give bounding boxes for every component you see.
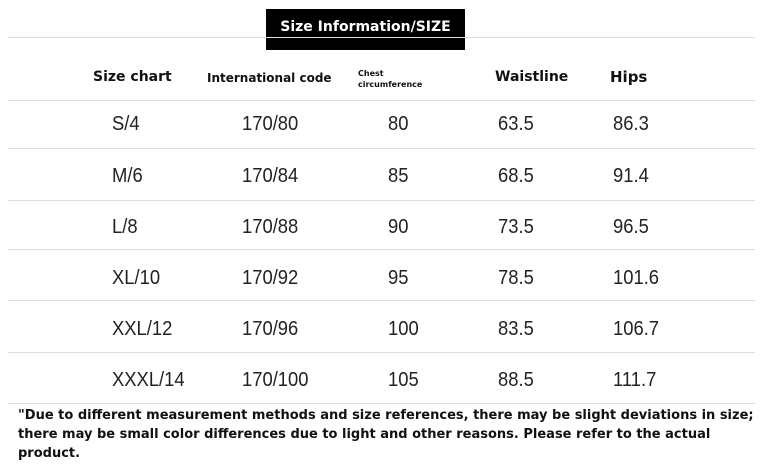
row-divider xyxy=(8,403,755,404)
table-cell: 111.7 xyxy=(613,369,657,391)
table-cell: 105 xyxy=(388,369,419,391)
table-cell: 90 xyxy=(388,216,409,238)
column-header: Chest circumference xyxy=(358,69,423,89)
table-cell: 88.5 xyxy=(498,369,534,391)
table-cell: L/8 xyxy=(112,216,138,238)
column-header: Size chart xyxy=(93,69,172,85)
table-cell: XXXL/14 xyxy=(112,369,185,391)
table-cell: XL/10 xyxy=(112,267,161,289)
row-divider xyxy=(8,249,755,250)
row-divider xyxy=(8,352,755,353)
table-cell: 96.5 xyxy=(613,216,649,238)
column-header: Hips xyxy=(610,68,648,86)
table-cell: 78.5 xyxy=(498,267,534,289)
table-cell: XXL/12 xyxy=(112,318,173,340)
table-cell: 106.7 xyxy=(613,318,660,340)
table-cell: 80 xyxy=(388,113,409,135)
note: "Due to different measurement methods an… xyxy=(18,408,754,461)
table-cell: 83.5 xyxy=(498,318,534,340)
divider xyxy=(8,37,755,38)
table-cell: 91.4 xyxy=(613,165,649,187)
title: Size Information/SIZE xyxy=(266,9,465,50)
table-cell: 68.5 xyxy=(498,165,534,187)
table-cell: 170/84 xyxy=(242,165,299,187)
table-cell: 101.6 xyxy=(613,267,660,289)
table-cell: 170/96 xyxy=(242,318,299,340)
table-cell: S/4 xyxy=(112,113,140,135)
table-cell: 170/80 xyxy=(242,113,299,135)
column-header: Waistline xyxy=(495,69,569,85)
table-cell: 170/100 xyxy=(242,369,309,391)
row-divider xyxy=(8,100,755,101)
table-cell: 85 xyxy=(388,165,409,187)
row-divider xyxy=(8,148,755,149)
table-cell: 73.5 xyxy=(498,216,534,238)
column-header: International code xyxy=(207,71,332,85)
table-cell: 63.5 xyxy=(498,113,534,135)
table-cell: 100 xyxy=(388,318,419,340)
row-divider xyxy=(8,300,755,301)
table-cell: 86.3 xyxy=(613,113,649,135)
table-cell: 95 xyxy=(388,267,409,289)
table-cell: 170/88 xyxy=(242,216,299,238)
table-cell: M/6 xyxy=(112,165,143,187)
row-divider xyxy=(8,200,755,201)
table-cell: 170/92 xyxy=(242,267,299,289)
